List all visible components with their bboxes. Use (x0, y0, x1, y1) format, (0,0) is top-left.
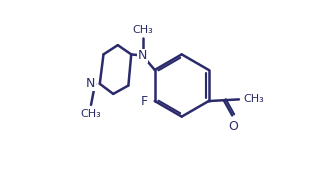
Text: CH₃: CH₃ (243, 94, 264, 104)
Text: O: O (228, 120, 238, 133)
Text: N: N (138, 49, 147, 62)
Text: F: F (141, 95, 148, 108)
Text: CH₃: CH₃ (81, 109, 101, 119)
Text: N: N (86, 77, 95, 90)
Text: CH₃: CH₃ (132, 25, 153, 35)
